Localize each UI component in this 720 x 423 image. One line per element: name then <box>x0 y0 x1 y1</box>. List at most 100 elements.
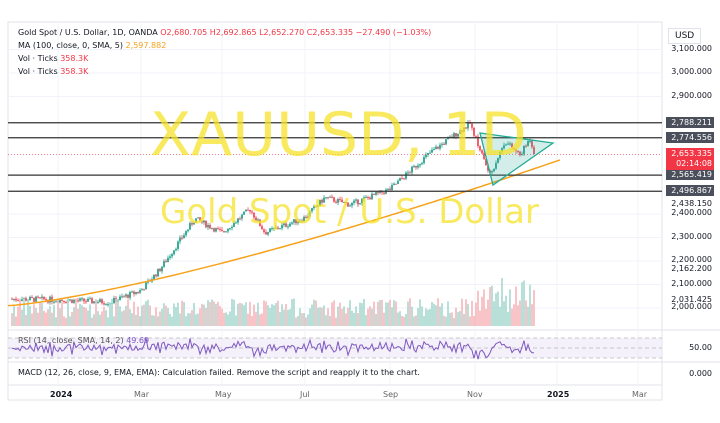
volume-bar <box>39 302 41 326</box>
candle-body <box>315 206 317 208</box>
candle-body <box>217 228 219 230</box>
candle-body <box>377 192 379 194</box>
volume-bar <box>109 303 111 326</box>
candle-body <box>353 200 355 203</box>
candle-body <box>345 201 347 203</box>
candle-body <box>473 127 475 136</box>
candle-body <box>515 149 517 152</box>
candle-body <box>209 225 211 229</box>
volume-bar <box>41 303 43 326</box>
volume-bar <box>207 300 209 326</box>
candle-body <box>97 302 99 304</box>
currency-button[interactable]: USD <box>668 28 702 44</box>
rsi-label: RSI (14, close, SMA, 14, 2) <box>18 336 124 345</box>
volume-bar <box>463 313 465 326</box>
candle-body <box>81 298 83 300</box>
candle-body <box>375 192 377 195</box>
price-axis-label: 2,900.000 <box>671 90 712 100</box>
candle-body <box>291 222 293 224</box>
ohlc-high: H2,692.865 <box>209 28 257 37</box>
volume-bar <box>391 307 393 326</box>
volume-bar <box>155 307 157 326</box>
volume-bar <box>171 316 173 326</box>
volume-bar <box>521 282 523 326</box>
volume-bar <box>317 307 319 326</box>
vol-legend-2[interactable]: Vol · Ticks 358.3K <box>18 67 88 76</box>
price-axis-label: 2,438.150 <box>671 199 712 209</box>
volume-bar <box>13 306 15 326</box>
candle-body <box>29 296 31 301</box>
volume-bar <box>81 305 83 326</box>
vol-legend-1[interactable]: Vol · Ticks 358.3K <box>18 54 88 63</box>
volume-bar <box>183 302 185 326</box>
candle-body <box>361 198 363 204</box>
candle-body <box>157 268 159 277</box>
volume-bar <box>229 311 231 326</box>
candle-body <box>181 237 183 239</box>
candle-body <box>401 178 403 180</box>
candle-body <box>371 193 373 200</box>
volume-bar <box>381 299 383 326</box>
volume-bar <box>505 295 507 326</box>
candle-body <box>373 193 375 195</box>
volume-bar <box>79 303 81 326</box>
symbol-legend[interactable]: Gold Spot / U.S. Dollar, 1D, OANDA O2,68… <box>18 28 431 37</box>
candle-body <box>167 257 169 263</box>
volume-bar <box>437 298 439 326</box>
candle-body <box>267 232 269 235</box>
candle-body <box>247 209 249 211</box>
price-level-tag[interactable]: 2,774.556 <box>666 131 714 143</box>
volume-bar <box>89 304 91 326</box>
volume-bar <box>387 302 389 326</box>
candle-body <box>243 211 245 215</box>
candle-body <box>233 222 235 227</box>
volume-bar <box>165 305 167 326</box>
candle-body <box>447 137 449 140</box>
volume-bar <box>525 300 527 326</box>
candle-body <box>145 282 147 290</box>
volume-bar <box>323 305 325 326</box>
candle-body <box>53 301 55 303</box>
volume-bar <box>83 306 85 326</box>
candle-body <box>65 302 67 304</box>
volume-bar <box>227 314 229 326</box>
candle-body <box>369 197 371 200</box>
watermark-name: Gold Spot / U.S. Dollar <box>160 192 539 232</box>
volume-bar <box>57 301 59 326</box>
candle-body <box>261 226 263 230</box>
volume-bar <box>359 302 361 326</box>
volume-bar <box>457 312 459 326</box>
candle-body <box>405 172 407 179</box>
volume-bar <box>455 307 457 326</box>
volume-bar <box>271 304 273 326</box>
volume-bar <box>147 299 149 326</box>
price-level-tag[interactable]: 2,788.211 <box>666 116 714 128</box>
price-level-tag[interactable]: 2,565.419 <box>666 169 714 181</box>
volume-bar <box>493 301 495 326</box>
candle-body <box>257 219 259 221</box>
candle-body <box>309 211 311 216</box>
candle-body <box>69 299 71 301</box>
candle-body <box>171 254 173 257</box>
volume-bar <box>389 299 391 326</box>
volume-bar <box>509 289 511 326</box>
volume-bar <box>459 311 461 326</box>
candle-body <box>87 298 89 302</box>
volume-bar <box>273 305 275 326</box>
volume-bar <box>299 308 301 326</box>
watermark-ticker: XAUUSD, 1D <box>150 100 527 170</box>
volume-bar <box>177 302 179 326</box>
volume-bar <box>263 300 265 326</box>
candle-body <box>389 188 391 191</box>
candle-body <box>33 297 35 302</box>
candle-body <box>419 164 421 166</box>
volume-bar <box>419 299 421 326</box>
volume-bar <box>351 310 353 326</box>
candle-body <box>513 147 515 150</box>
rsi-legend[interactable]: RSI (14, close, SMA, 14, 2) 49.69 <box>18 336 149 345</box>
volume-bar <box>59 308 61 326</box>
ma-legend[interactable]: MA (100, close, 0, SMA, 5) 2,597.882 <box>18 41 166 50</box>
rsi-axis-label: 50.00 <box>689 343 712 352</box>
price-level-tag[interactable]: 2,496.867 <box>666 185 714 197</box>
